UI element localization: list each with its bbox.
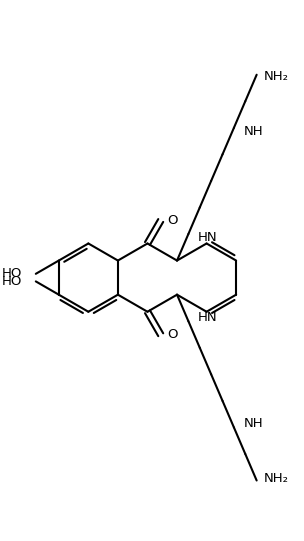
Text: NH₂: NH₂ [264, 70, 289, 83]
Text: HN: HN [198, 311, 217, 324]
Text: HN: HN [198, 232, 217, 245]
Text: NH: NH [244, 125, 263, 138]
Text: O: O [168, 214, 178, 227]
Text: O: O [168, 328, 178, 341]
Text: NH: NH [244, 417, 263, 430]
Text: HO: HO [2, 267, 22, 280]
Text: NH₂: NH₂ [264, 472, 289, 485]
Text: HO: HO [2, 275, 22, 288]
